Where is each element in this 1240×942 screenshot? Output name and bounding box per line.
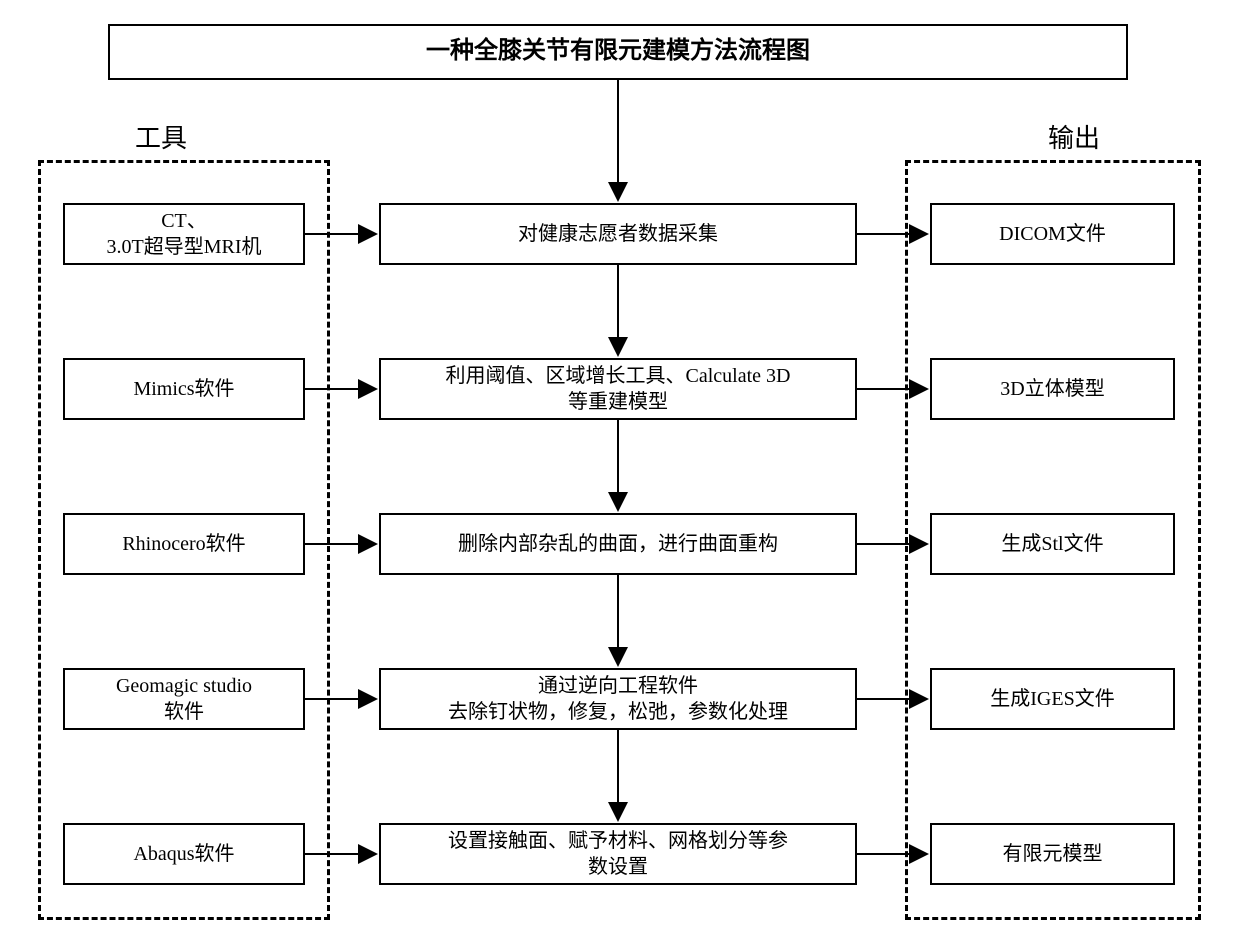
tool-box-1: Mimics软件 [63, 358, 305, 420]
process-box-3: 通过逆向工程软件 去除钉状物，修复，松弛，参数化处理 [379, 668, 857, 730]
output-box-2: 生成Stl文件 [930, 513, 1175, 575]
process-text-1: 利用阈值、区域增长工具、Calculate 3D 等重建模型 [446, 363, 791, 415]
tool-text-1: Mimics软件 [133, 376, 234, 402]
tool-box-0: CT、 3.0T超导型MRI机 [63, 203, 305, 265]
output-text-1: 3D立体模型 [1000, 376, 1104, 402]
tool-box-3: Geomagic studio 软件 [63, 668, 305, 730]
tool-box-2: Rhinocero软件 [63, 513, 305, 575]
output-box-3: 生成IGES文件 [930, 668, 1175, 730]
process-text-4: 设置接触面、赋予材料、网格划分等参 数设置 [448, 828, 788, 880]
output-box-1: 3D立体模型 [930, 358, 1175, 420]
process-text-0: 对健康志愿者数据采集 [518, 221, 718, 247]
tool-text-4: Abaqus软件 [133, 841, 234, 867]
process-text-3: 通过逆向工程软件 去除钉状物，修复，松弛，参数化处理 [448, 673, 788, 725]
process-text-2: 删除内部杂乱的曲面，进行曲面重构 [458, 531, 778, 557]
output-text-4: 有限元模型 [1003, 841, 1103, 867]
output-text-0: DICOM文件 [999, 221, 1106, 247]
tool-box-4: Abaqus软件 [63, 823, 305, 885]
title-text: 一种全膝关节有限元建模方法流程图 [426, 36, 810, 67]
process-box-4: 设置接触面、赋予材料、网格划分等参 数设置 [379, 823, 857, 885]
process-box-1: 利用阈值、区域增长工具、Calculate 3D 等重建模型 [379, 358, 857, 420]
flowchart-title: 一种全膝关节有限元建模方法流程图 [108, 24, 1128, 80]
output-header: 输出 [1048, 118, 1100, 155]
output-box-4: 有限元模型 [930, 823, 1175, 885]
tool-text-2: Rhinocero软件 [122, 531, 245, 557]
process-box-0: 对健康志愿者数据采集 [379, 203, 857, 265]
process-box-2: 删除内部杂乱的曲面，进行曲面重构 [379, 513, 857, 575]
output-box-0: DICOM文件 [930, 203, 1175, 265]
tool-text-0: CT、 3.0T超导型MRI机 [107, 208, 262, 260]
output-text-3: 生成IGES文件 [990, 686, 1114, 712]
output-text-2: 生成Stl文件 [1001, 531, 1103, 557]
tools-header: 工具 [135, 118, 187, 155]
tool-text-3: Geomagic studio 软件 [116, 673, 252, 725]
